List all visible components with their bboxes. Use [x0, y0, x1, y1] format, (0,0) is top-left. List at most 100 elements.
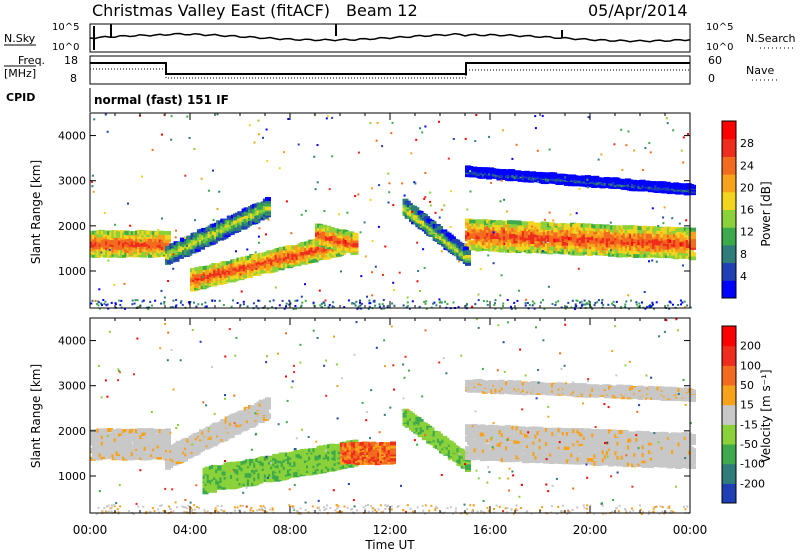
near-range-cell [181, 303, 184, 306]
near-range-cell [332, 301, 335, 304]
heatmap-cell [165, 438, 171, 443]
heatmap-cell [500, 226, 507, 231]
velocity-plot-background [90, 318, 690, 513]
near-range-cell [510, 305, 512, 308]
heatmap-noise-cell [548, 148, 551, 151]
heatmap-cell [165, 432, 171, 437]
y-tick-label: 1000 [58, 265, 86, 278]
heatmap-cell [690, 245, 696, 250]
near-range-cell [486, 303, 489, 306]
heatmap-noise-cell [194, 219, 196, 222]
near-range-cell [347, 299, 350, 302]
near-range-cell [543, 308, 546, 310]
heatmap-noise-cell [483, 233, 486, 236]
near-range-cell [638, 302, 641, 305]
heatmap-cell [690, 256, 696, 261]
heatmap-cell [690, 237, 696, 242]
heatmap-noise-cell [488, 135, 491, 138]
heatmap-noise-cell [423, 197, 426, 200]
heatmap-cell [561, 241, 568, 246]
near-range-cell [133, 302, 136, 305]
near-range-cell [630, 299, 632, 302]
heatmap-noise-cell [392, 204, 395, 207]
y-tick-label: 3000 [58, 175, 86, 188]
heatmap-noise-cell [655, 260, 658, 263]
near-range-cell [551, 303, 554, 305]
freq-tick-bottom: 8 [70, 72, 77, 85]
heatmap-noise-cell [541, 250, 544, 252]
heatmap-noise-cell [534, 115, 537, 118]
heatmap-noise-cell [625, 144, 628, 147]
heatmap-cell [530, 242, 537, 247]
heatmap-cell [690, 235, 696, 240]
heatmap-noise-cell [443, 204, 446, 207]
near-range-cell [600, 302, 603, 305]
heatmap-cell [320, 224, 327, 229]
heatmap-noise-cell [424, 196, 427, 199]
near-range-cell [134, 299, 137, 302]
freq-trace [90, 62, 690, 75]
near-range-cell [502, 302, 505, 305]
near-range-cell [683, 300, 686, 303]
heatmap-noise-cell [98, 288, 101, 291]
freq-label: Freq. [18, 54, 45, 67]
heatmap-cell [637, 226, 644, 231]
near-range-cell [312, 301, 315, 304]
near-range-cell [637, 305, 640, 308]
near-range-cell [653, 307, 655, 310]
heatmap-cell [165, 443, 171, 448]
near-range-cell [516, 299, 519, 302]
heatmap-noise-cell [438, 298, 441, 301]
heatmap-cell [107, 432, 114, 437]
cpid-strip: CPID normal (fast) 151 IF [6, 88, 229, 112]
near-range-cell [357, 305, 360, 308]
near-range-cell [406, 304, 409, 307]
colorbar-frame [721, 120, 737, 299]
near-range-cell [301, 301, 304, 304]
heatmap-noise-cell [374, 265, 377, 268]
heatmap-noise-cell [170, 115, 173, 118]
heatmap-noise-cell [413, 181, 416, 184]
near-range-cell [131, 303, 134, 306]
near-range-cell [423, 300, 426, 303]
heatmap-noise-cell [518, 289, 520, 292]
near-range-cell [433, 301, 436, 304]
heatmap-noise-cell [360, 275, 363, 278]
heatmap-noise-cell [258, 241, 260, 244]
near-range-cell [686, 304, 689, 307]
near-range-cell [457, 306, 460, 309]
heatmap-noise-cell [193, 233, 196, 236]
near-range-cell [163, 302, 166, 305]
heatmap-cell [662, 230, 669, 235]
heatmap-cell [186, 251, 193, 256]
heatmap-noise-cell [531, 225, 534, 228]
heatmap-noise-cell [503, 243, 506, 245]
near-range-cell [368, 299, 371, 302]
colorbar-swatch [722, 227, 736, 246]
heatmap-noise-cell [258, 227, 261, 230]
heatmap-cell [633, 229, 640, 234]
near-range-cell [644, 307, 647, 310]
heatmap-cell [184, 443, 191, 448]
heatmap-noise-cell [314, 188, 317, 191]
heatmap-noise-cell [175, 229, 177, 232]
heatmap-cell [417, 210, 424, 215]
heatmap-noise-cell [679, 299, 682, 302]
heatmap-noise-cell [265, 128, 268, 131]
heatmap-noise-cell [369, 122, 372, 125]
heatmap-noise-cell [388, 191, 391, 194]
colorbar-tick-label: 20 [740, 181, 754, 194]
heatmap-noise-cell [429, 191, 432, 194]
beam-title: Beam 12 [346, 1, 418, 20]
near-range-cell [524, 302, 527, 305]
near-range-cell [620, 305, 623, 308]
heatmap-noise-cell [662, 222, 665, 225]
near-range-cell [374, 304, 377, 307]
freq-tick-top: 18 [64, 54, 78, 67]
near-range-cell [141, 300, 144, 303]
heatmap-cell [291, 253, 298, 258]
heatmap-noise-cell [666, 122, 669, 125]
near-range-cell [285, 305, 287, 308]
heatmap-noise-cell [458, 260, 461, 263]
heatmap-cell [158, 230, 165, 235]
